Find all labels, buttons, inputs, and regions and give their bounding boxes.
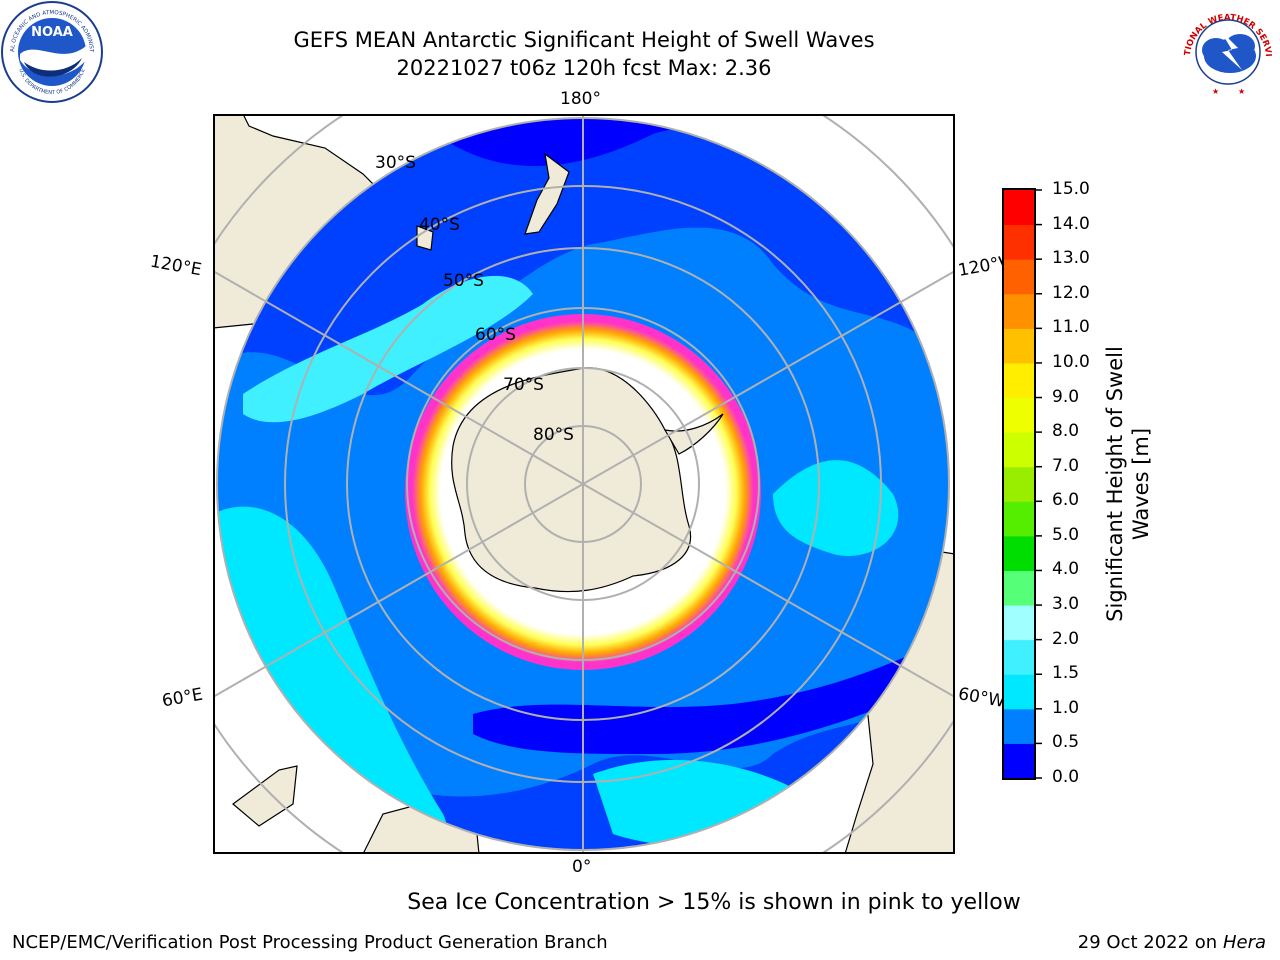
colorbar-label: Significant Height of Swell Waves [m] [1103, 346, 1153, 622]
colorbar-segment [1004, 466, 1034, 502]
colorbar-segment [1004, 259, 1034, 295]
colorbar-tick-label: 12.0 [1052, 282, 1090, 303]
swell-band-low-south [473, 634, 949, 754]
colorbar-segment [1004, 639, 1034, 675]
nws-logo: NATIONAL WEATHER SERVICE ★ ★ [1176, 0, 1278, 102]
svg-text:★: ★ [1238, 87, 1245, 96]
colorbar-segment [1004, 535, 1034, 571]
polar-map: 30°S 40°S 50°S 60°S 70°S 80°S [213, 114, 955, 854]
lon-label-180: 180° [560, 89, 601, 109]
lat-label-70s: 70°S [503, 375, 544, 395]
colorbar-segment [1004, 605, 1034, 641]
footer-credit: NCEP/EMC/Verification Post Processing Pr… [12, 932, 608, 953]
lon-label-120e: 120°E [148, 251, 204, 281]
colorbar-segment [1004, 328, 1034, 364]
colorbar-tick-label: 3.0 [1052, 594, 1080, 615]
colorbar-tick-label: 11.0 [1052, 317, 1090, 338]
colorbar-tick-label: 9.0 [1052, 386, 1080, 407]
footer-date: 29 Oct 2022 on Hera [1078, 932, 1266, 953]
map-frame [213, 114, 955, 854]
graticule [213, 114, 955, 854]
colorbar-tick-label: 2.0 [1052, 628, 1080, 649]
lon-label-60w: 60°W [956, 684, 1007, 712]
colorbar-tick-label: 7.0 [1052, 455, 1080, 476]
antarctic-peninsula-land [663, 413, 724, 455]
colorbar-tick-label: 10.0 [1052, 351, 1090, 372]
lat-label-50s: 50°S [443, 271, 484, 291]
noaa-logo: NATIONAL OCEANIC AND ATMOSPHERIC ADMINIS… [0, 0, 103, 103]
chart-title: GEFS MEAN Antarctic Significant Height o… [0, 26, 1168, 82]
colorbar-segment [1004, 708, 1034, 744]
colorbar-tick-label: 13.0 [1052, 248, 1090, 269]
colorbar [1002, 188, 1042, 780]
sea-ice-note: Sea Ice Concentration > 15% is shown in … [407, 890, 1021, 915]
lon-label-60e: 60°E [160, 684, 205, 712]
title-line-1: GEFS MEAN Antarctic Significant Height o… [293, 28, 875, 52]
colorbar-tick-label: 0.0 [1052, 767, 1080, 787]
new-zealand-land [524, 152, 570, 235]
colorbar-tick-label: 1.5 [1052, 663, 1080, 684]
colorbar-segment [1004, 362, 1034, 399]
lat-label-60s: 60°S [475, 325, 516, 345]
colorbar-segment [1004, 570, 1034, 606]
colorbar-segment [1004, 224, 1034, 260]
lon-label-0: 0° [572, 857, 592, 877]
colorbar-segment [1004, 674, 1034, 710]
colorbar-tick-label: 6.0 [1052, 490, 1080, 511]
footer-date-text: 29 Oct 2022 on [1077, 932, 1223, 953]
colorbar-tick-label: 14.0 [1052, 213, 1090, 234]
footer-host: Hera [1222, 932, 1266, 953]
colorbar-tick-label: 4.0 [1052, 559, 1080, 580]
colorbar-tick-label: 15.0 [1052, 179, 1090, 199]
madagascar-land [232, 765, 298, 827]
colorbar-tick-label: 1.0 [1052, 697, 1080, 718]
svg-text:★: ★ [1212, 87, 1219, 96]
colorbar-segment [1004, 293, 1034, 329]
lat-label-80s: 80°S [533, 425, 574, 445]
swell-band-high-west [217, 506, 447, 844]
swell-band-high-east [773, 460, 899, 556]
colorbar-tick-label: 5.0 [1052, 524, 1080, 545]
lat-label-40s: 40°S [419, 215, 460, 235]
swell-band-high-northwest [243, 275, 533, 423]
colorbar-segment [1004, 397, 1034, 433]
noaa-logo-text: NOAA [31, 25, 73, 40]
antarctica-land [451, 367, 692, 593]
colorbar-tick-label: 0.5 [1052, 732, 1080, 753]
colorbar-segment [1004, 432, 1034, 468]
lat-label-30s: 30°S [375, 153, 416, 173]
colorbar-segment [1004, 743, 1034, 779]
colorbar-segment [1004, 190, 1034, 226]
title-line-2: 20221027 t06z 120h fcst Max: 2.36 [396, 56, 772, 80]
colorbar-tick-label: 8.0 [1052, 421, 1080, 442]
colorbar-segment [1004, 501, 1034, 537]
